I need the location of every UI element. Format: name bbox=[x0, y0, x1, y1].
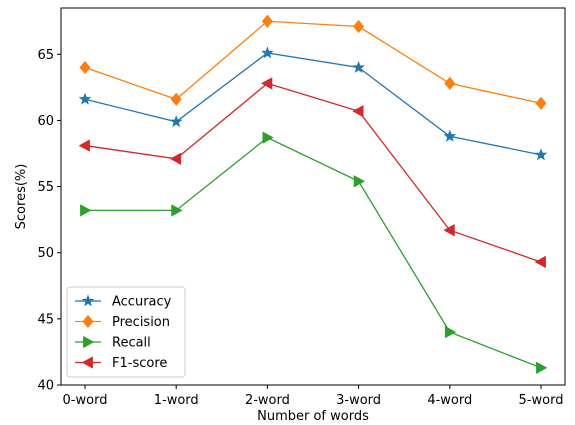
x-tick-label: 5-word bbox=[519, 393, 564, 408]
data-point-f1-score bbox=[443, 224, 455, 237]
series-precision bbox=[79, 14, 547, 110]
y-tick-label: 60 bbox=[37, 114, 54, 129]
series-recall bbox=[80, 131, 548, 374]
x-axis: 0-word 1-word 2-word 3-word 4-word 5-word bbox=[63, 385, 564, 408]
legend-item-accuracy: Accuracy bbox=[75, 294, 172, 310]
legend-label: F1-score bbox=[112, 356, 167, 371]
legend-marker bbox=[83, 335, 95, 349]
plot-area bbox=[78, 14, 548, 374]
legend-box bbox=[66, 286, 186, 378]
y-axis-label: Scores(%) bbox=[14, 164, 29, 230]
legend-item-f1-score: F1-score bbox=[75, 356, 167, 371]
x-tick-label: 1-word bbox=[154, 393, 199, 408]
data-point-recall bbox=[444, 325, 457, 339]
series-line-precision bbox=[84, 20, 542, 104]
legend-marker bbox=[82, 314, 94, 329]
data-point-accuracy bbox=[352, 60, 365, 73]
y-tick-label: 40 bbox=[37, 379, 54, 394]
y-tick-label: 45 bbox=[37, 312, 54, 327]
data-point-f1-score bbox=[352, 105, 364, 118]
data-point-accuracy bbox=[534, 148, 548, 161]
x-tick-label: 0-word bbox=[63, 393, 108, 408]
series-line-f1-score bbox=[84, 82, 542, 263]
data-point-recall bbox=[80, 204, 92, 217]
data-point-accuracy bbox=[78, 92, 92, 105]
data-point-f1-score bbox=[534, 255, 546, 269]
x-axis-label: Number of words bbox=[257, 409, 369, 424]
data-point-f1-score bbox=[261, 77, 273, 90]
data-point-precision bbox=[170, 92, 182, 106]
y-tick-label: 50 bbox=[37, 246, 54, 261]
data-point-recall bbox=[353, 175, 365, 188]
data-point-precision bbox=[261, 14, 273, 28]
series-accuracy bbox=[78, 46, 548, 161]
legend: Accuracy Precision Recall F1-score bbox=[66, 286, 186, 378]
legend-label: Precision bbox=[112, 315, 170, 330]
series-line-accuracy bbox=[84, 52, 542, 156]
data-point-precision bbox=[444, 76, 456, 91]
data-point-recall bbox=[262, 131, 274, 144]
legend-marker bbox=[81, 356, 93, 369]
legend-label: Accuracy bbox=[112, 295, 172, 310]
series-f1-score bbox=[78, 77, 546, 269]
data-point-precision bbox=[353, 19, 365, 34]
data-point-accuracy bbox=[169, 115, 183, 128]
data-point-precision bbox=[79, 60, 91, 75]
data-point-f1-score bbox=[169, 152, 182, 165]
data-point-f1-score bbox=[78, 139, 90, 152]
data-point-accuracy bbox=[261, 46, 274, 59]
x-tick-label: 4-word bbox=[427, 393, 472, 408]
series-line-recall bbox=[85, 136, 542, 369]
x-tick-label: 2-word bbox=[245, 393, 290, 408]
data-point-recall bbox=[171, 204, 183, 217]
legend-marker bbox=[81, 294, 95, 307]
axes-frame bbox=[60, 7, 566, 386]
y-axis: 40 45 50 55 60 65 bbox=[37, 48, 61, 394]
data-point-accuracy bbox=[443, 129, 457, 142]
legend-label: Recall bbox=[112, 336, 151, 351]
y-tick-label: 65 bbox=[37, 48, 54, 63]
legend-item-precision: Precision bbox=[75, 314, 170, 330]
y-tick-label: 55 bbox=[37, 180, 54, 195]
legend-item-recall: Recall bbox=[75, 336, 151, 351]
x-tick-label: 3-word bbox=[336, 393, 381, 408]
data-point-recall bbox=[536, 361, 548, 374]
data-point-precision bbox=[535, 96, 547, 110]
